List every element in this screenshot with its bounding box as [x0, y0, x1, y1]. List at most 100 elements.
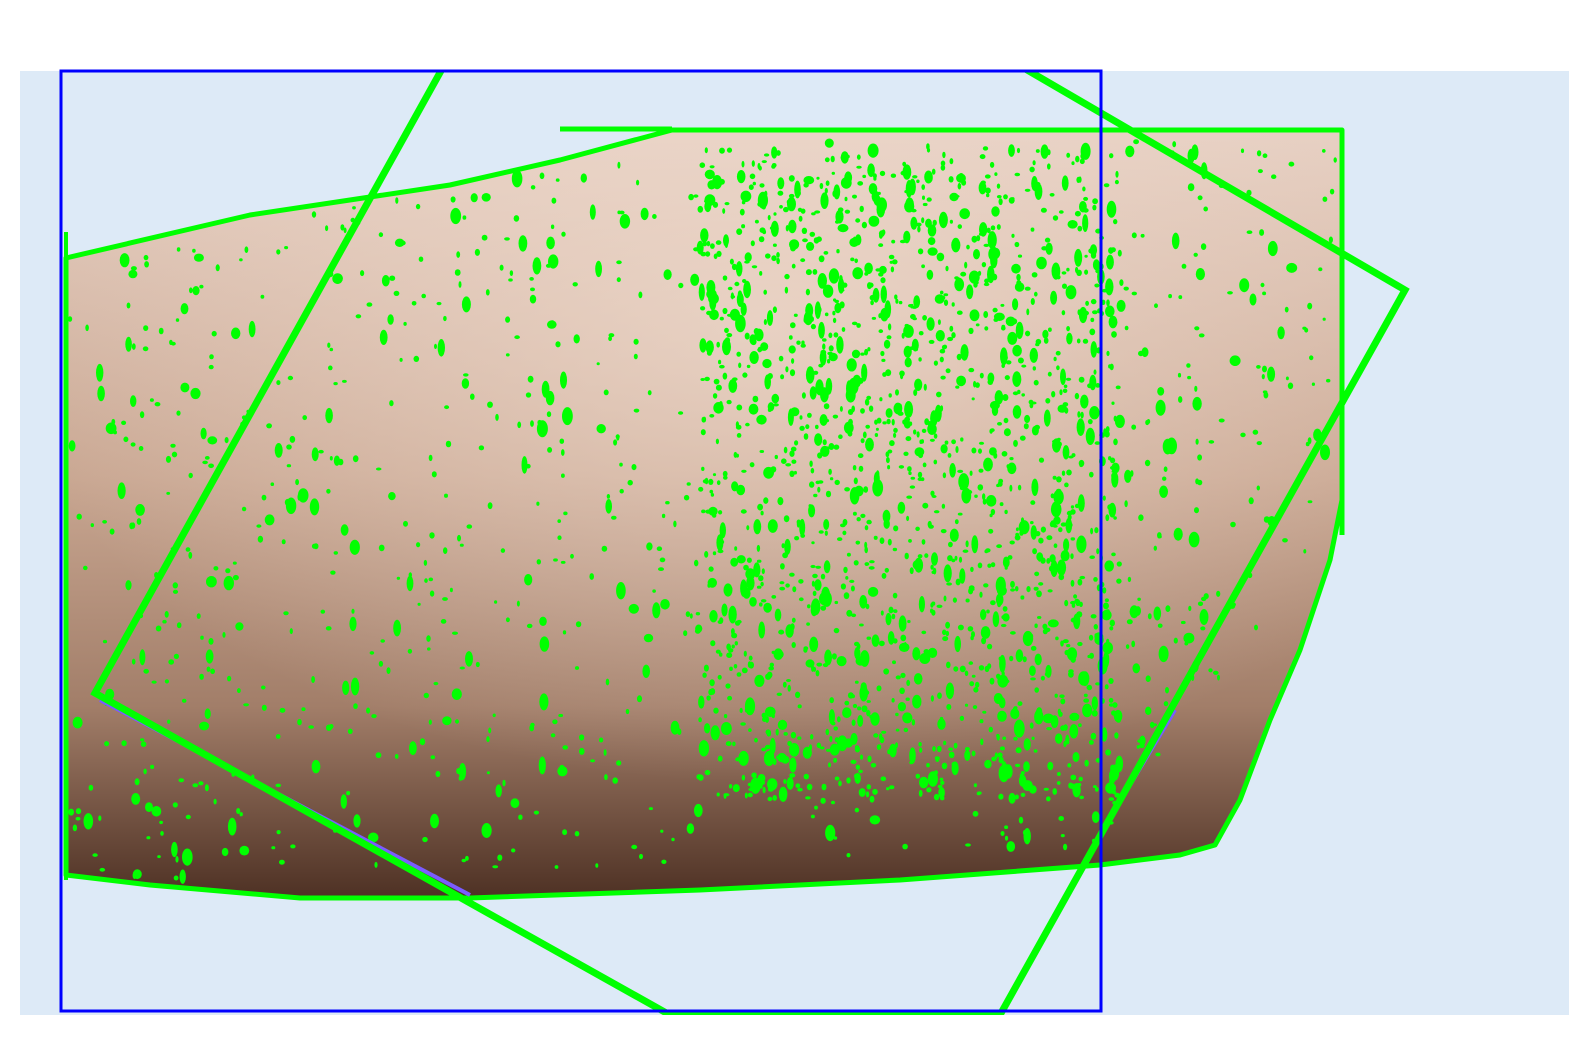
detected-spot: [239, 258, 243, 262]
detected-spot: [960, 209, 965, 217]
detected-spot: [1139, 743, 1145, 749]
detected-spot: [1311, 382, 1315, 386]
detected-spot: [1065, 377, 1072, 381]
detected-spot: [696, 240, 704, 255]
detected-spot: [763, 153, 770, 157]
detected-spot: [1108, 678, 1114, 684]
detected-spot: [723, 793, 727, 799]
detected-spot: [1060, 834, 1065, 838]
detected-spot: [1307, 302, 1313, 310]
detected-spot: [864, 541, 868, 549]
detected-spot: [1217, 674, 1220, 681]
detected-spot: [751, 772, 757, 778]
detected-spot: [852, 465, 857, 471]
detected-spot: [750, 240, 755, 247]
detected-spot: [1019, 435, 1026, 441]
detected-spot: [854, 745, 860, 749]
detected-spot: [1092, 259, 1100, 271]
detected-spot: [928, 339, 935, 344]
detected-spot: [885, 408, 893, 418]
detected-spot: [948, 751, 955, 759]
detected-spot: [1029, 347, 1039, 363]
detected-spot: [1019, 530, 1024, 536]
detected-spot: [605, 499, 612, 514]
detected-spot: [903, 324, 914, 338]
detected-spot: [710, 493, 715, 497]
detected-spot: [997, 710, 1007, 722]
detected-spot: [1012, 344, 1022, 357]
detected-spot: [767, 796, 773, 802]
detected-spot: [596, 362, 600, 366]
detected-spot: [731, 628, 735, 636]
detected-spot: [845, 576, 849, 580]
detected-spot: [311, 759, 321, 774]
detected-spot: [428, 719, 432, 725]
detected-spot: [772, 243, 777, 247]
detected-spot: [442, 716, 452, 726]
detected-spot: [1084, 254, 1088, 258]
detected-spot: [819, 350, 827, 366]
detected-spot: [812, 269, 818, 275]
detected-spot: [1087, 419, 1093, 425]
detected-spot: [1053, 489, 1064, 505]
detected-spot: [1131, 640, 1136, 648]
detected-spot: [865, 424, 870, 429]
detected-spot: [924, 553, 929, 558]
detected-spot: [1011, 263, 1021, 274]
detected-spot: [589, 204, 596, 220]
detected-spot: [1073, 594, 1078, 599]
detected-spot: [1034, 687, 1039, 693]
detected-spot: [954, 519, 959, 525]
detected-spot: [933, 459, 938, 465]
detected-spot: [1058, 816, 1064, 821]
detected-spot: [474, 248, 480, 256]
detected-spot: [1063, 843, 1068, 851]
detected-spot: [1032, 160, 1036, 166]
detected-spot: [888, 393, 892, 398]
detected-spot: [311, 676, 315, 683]
detected-spot: [945, 630, 950, 637]
detected-spot: [1018, 816, 1024, 824]
detected-spot: [1089, 652, 1094, 659]
detected-spot: [718, 652, 723, 657]
detected-spot: [864, 525, 869, 531]
detected-spot: [1322, 149, 1326, 153]
detected-spot: [1076, 611, 1083, 618]
detected-spot: [867, 755, 872, 762]
detected-spot: [1096, 548, 1100, 555]
detected-spot: [850, 491, 855, 497]
detected-spot: [1022, 829, 1028, 836]
detected-spot: [930, 564, 934, 570]
detected-spot: [633, 353, 638, 360]
detected-spot: [575, 621, 582, 628]
detected-spot: [1042, 329, 1049, 339]
detected-spot: [403, 321, 407, 326]
detected-spot: [1108, 456, 1112, 461]
detected-spot: [997, 674, 1009, 688]
detected-spot: [465, 855, 469, 861]
detected-spot: [962, 549, 969, 553]
detected-spot: [1060, 368, 1066, 386]
detected-spot: [211, 330, 217, 337]
detected-spot: [1014, 172, 1021, 177]
detected-spot: [774, 608, 782, 622]
detected-spot: [529, 724, 535, 732]
detected-spot: [757, 503, 763, 511]
detected-spot: [562, 745, 568, 750]
detected-spot: [857, 706, 862, 711]
detected-spot: [810, 814, 815, 819]
detected-spot: [732, 784, 740, 793]
detected-spot: [891, 418, 895, 426]
detected-spot: [846, 552, 851, 557]
detected-spot: [790, 407, 800, 417]
detected-spot: [276, 830, 281, 835]
detected-spot: [916, 431, 920, 438]
detected-spot: [791, 617, 796, 623]
detected-spot: [820, 797, 826, 804]
detected-spot: [1259, 229, 1265, 236]
detected-spot: [749, 173, 756, 180]
detected-spot: [703, 416, 707, 423]
detected-spot: [1030, 227, 1035, 232]
detected-spot: [1078, 376, 1085, 383]
detected-spot: [1070, 774, 1077, 781]
